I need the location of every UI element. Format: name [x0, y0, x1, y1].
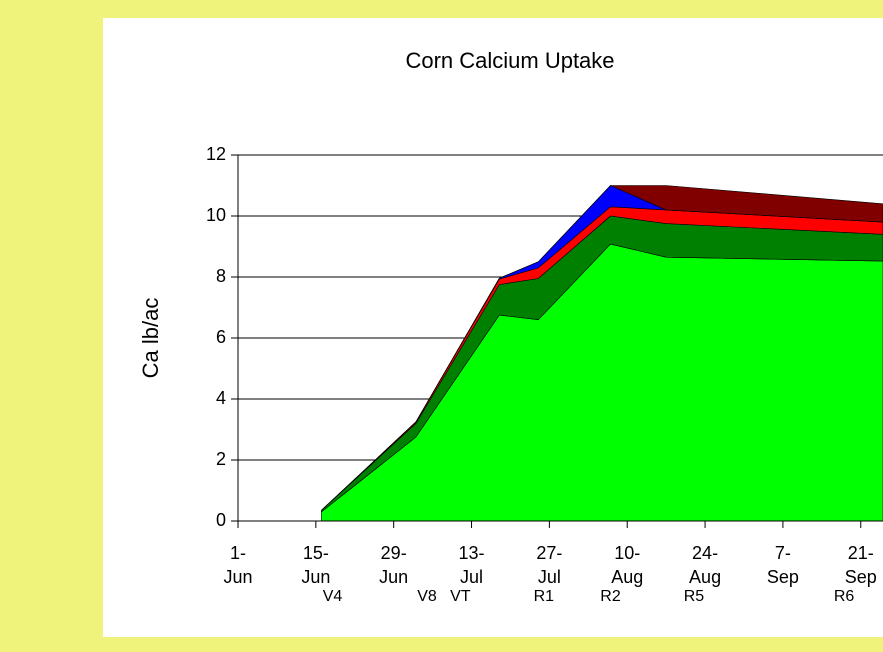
x-tick-label: 13- Jul — [458, 543, 485, 587]
x-tick-label: 21- Sep — [844, 543, 877, 587]
x-tick-label: 7- Sep — [766, 543, 799, 587]
area — [321, 185, 883, 511]
y-tick-label: 4 — [216, 388, 226, 408]
growth-stage-label: R2 — [600, 588, 621, 605]
growth-stage-label: R1 — [533, 588, 555, 605]
growth-stage-label: R5 — [683, 588, 705, 605]
chart-title: Corn Calcium Uptake — [405, 48, 614, 73]
growth-stage-label: R6 — [833, 588, 855, 605]
x-tick-label: 24- Aug — [689, 543, 722, 587]
x-tick-label: 29- Jun — [379, 543, 409, 587]
growth-stage-label: V4 — [322, 588, 343, 605]
x-tick-label: 15- Jun — [301, 543, 331, 587]
x-tick-label: 27- Jul — [536, 543, 563, 587]
y-tick-label: 2 — [216, 449, 226, 469]
x-tick-label: 1- Jun — [223, 543, 253, 587]
y-tick-label: 8 — [216, 266, 226, 286]
y-tick-label: 10 — [206, 205, 226, 225]
y-tick-label: 0 — [216, 510, 226, 530]
y-axis-label: Ca lb/ac — [138, 298, 163, 379]
y-tick-label: 12 — [206, 144, 226, 164]
growth-stage-label: V8 — [417, 588, 437, 605]
x-tick-label: 10- Aug — [611, 543, 644, 587]
growth-stage-label: VT — [450, 588, 471, 605]
y-tick-label: 6 — [216, 327, 226, 347]
